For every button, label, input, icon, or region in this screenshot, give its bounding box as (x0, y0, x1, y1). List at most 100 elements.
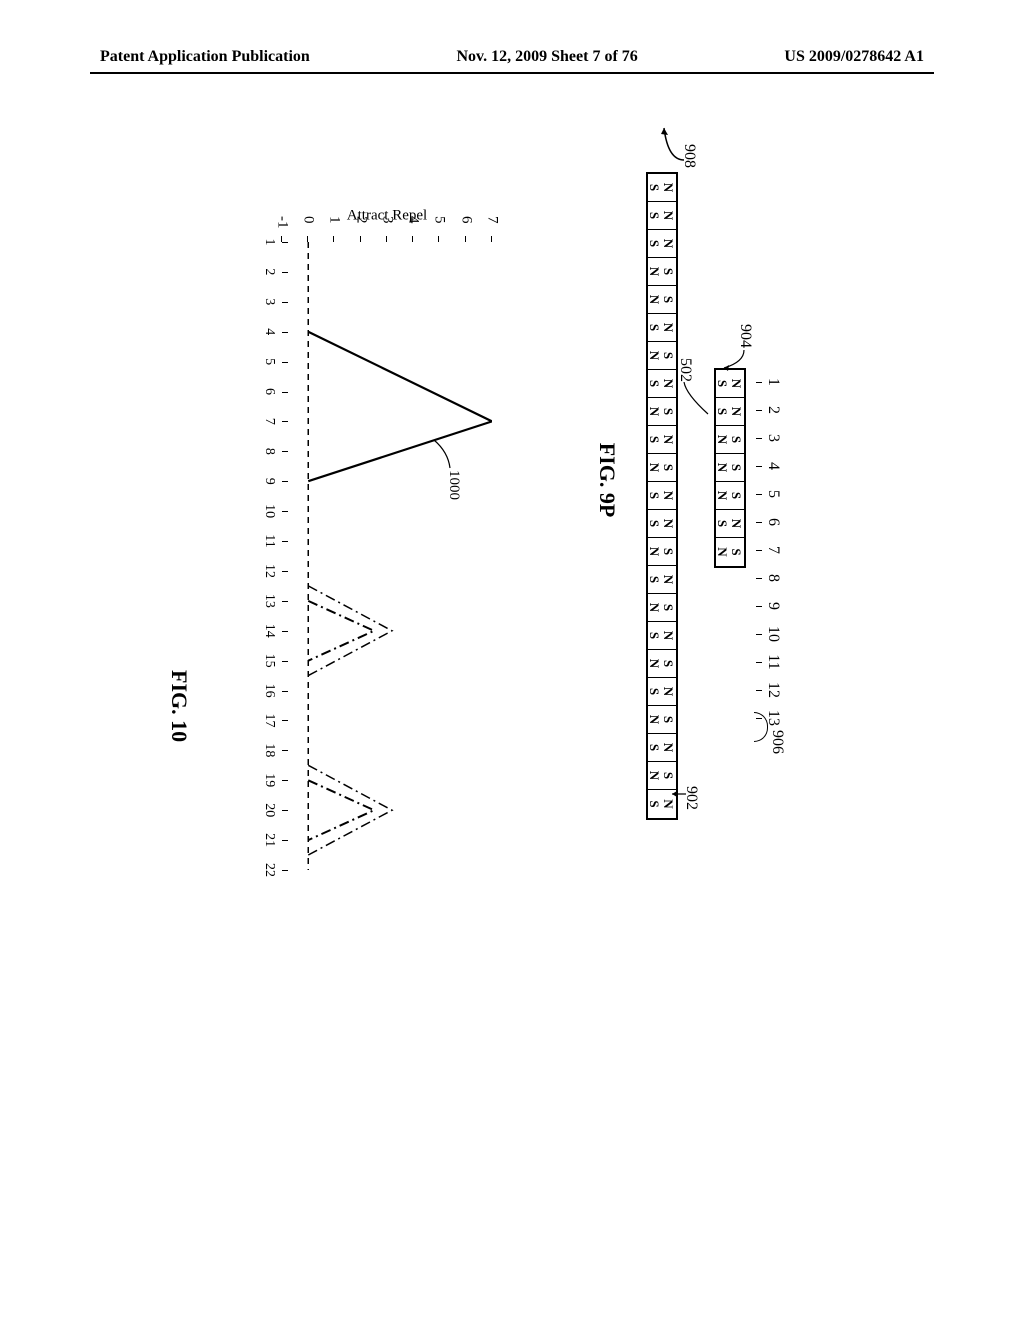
chart-area: Attract Repel 1000 -1012345 (282, 190, 492, 870)
magnet-row-top: NSNSSNSNSNNSSN (714, 368, 746, 568)
x-tick-label: 9 (261, 478, 277, 485)
magnet-cell: NS (716, 398, 744, 426)
x-tick-label: 4 (261, 328, 277, 335)
fig-9p-caption: FIG. 9P (594, 110, 620, 850)
x-tick-mark (282, 272, 288, 273)
header-left: Patent Application Publication (100, 48, 310, 66)
y-tick-label: 4 (405, 216, 422, 224)
y-tick-mark (465, 236, 466, 242)
ref-502-label: 502 (676, 358, 694, 382)
magnet-cell: NS (648, 426, 676, 454)
magnet-cell: NS (648, 202, 676, 230)
x-tick-mark (282, 421, 288, 422)
x-tick-mark (282, 750, 288, 751)
magnet-row-bottom: NSNSNSSNSNNSSNNSSNNSSNNSNSSNNSSNNSSNNSSN… (646, 172, 678, 820)
magnet-cell: NS (648, 314, 676, 342)
magnet-cell: SN (648, 650, 676, 678)
y-tick-label: 5 (431, 216, 448, 224)
x-tick-mark (282, 810, 288, 811)
magnet-cell: NS (648, 230, 676, 258)
fig-9p: 906 12345678910111213 904 NSNSSNSNSNNSSN… (594, 110, 782, 850)
x-tick-label: 7 (261, 418, 277, 425)
y-tick-label: 2 (352, 216, 369, 224)
ref-904-arrow (718, 350, 746, 374)
x-tick-mark (282, 601, 288, 602)
x-tick-mark (282, 511, 288, 512)
rotated-content: 906 12345678910111213 904 NSNSSNSNSNNSSN… (212, 70, 812, 890)
x-tick-mark (282, 541, 288, 542)
x-tick-label: 2 (261, 268, 277, 275)
magnet-cell: SN (648, 538, 676, 566)
x-tick-label: 20 (261, 803, 277, 817)
x-tick-mark (282, 840, 288, 841)
x-tick-mark (282, 362, 288, 363)
scale-tick: 3 (764, 424, 782, 452)
scale-tick: 12 (764, 676, 782, 704)
y-tick-mark (307, 236, 308, 242)
x-tick-label: 15 (261, 654, 277, 668)
x-tick-label: 16 (261, 684, 277, 698)
x-tick-mark (282, 720, 288, 721)
magnet-cell: SN (648, 594, 676, 622)
x-tick-mark (282, 661, 288, 662)
x-tick-label: 13 (261, 594, 277, 608)
magnet-cell: SN (648, 342, 676, 370)
magnet-cell: SN (648, 286, 676, 314)
fig-10: Attract Repel 1000 -1012345 (282, 130, 492, 850)
scale-tick: 4 (764, 452, 782, 480)
x-tick-mark (282, 451, 288, 452)
scale-tick: 5 (764, 480, 782, 508)
y-tick-mark (439, 236, 440, 242)
scale-tick: 7 (764, 536, 782, 564)
y-tick-mark (334, 236, 335, 242)
x-tick-label: 1 (261, 239, 277, 246)
x-tick-mark (282, 631, 288, 632)
ref-904-label: 904 (736, 324, 754, 348)
x-tick-label: 17 (261, 713, 277, 727)
x-tick-mark (282, 392, 288, 393)
x-tick-label: 18 (261, 743, 277, 757)
scale-tick: 1 (764, 368, 782, 396)
x-tick-label: 3 (261, 298, 277, 305)
y-tick-label: 3 (379, 216, 396, 224)
y-tick-label: 7 (484, 216, 501, 224)
x-tick-label: 14 (261, 624, 277, 638)
x-tick-label: 21 (261, 833, 277, 847)
y-tick-label: -1 (274, 216, 291, 229)
x-tick-label: 10 (261, 504, 277, 518)
y-tick-mark (412, 236, 413, 242)
x-tick-label: 5 (261, 358, 277, 365)
x-tick-label: 19 (261, 773, 277, 787)
scale-row: 12345678910111213 (752, 368, 782, 850)
ref-908-arrow (660, 120, 686, 180)
header-center: Nov. 12, 2009 Sheet 7 of 76 (456, 48, 637, 66)
magnet-cell: NS (716, 510, 744, 538)
fig-10-caption: FIG. 10 (166, 670, 192, 742)
page-header: Patent Application Publication Nov. 12, … (0, 48, 1024, 66)
x-tick-label: 6 (261, 388, 277, 395)
y-tick-mark (360, 236, 361, 242)
magnet-cell: SN (648, 258, 676, 286)
scale-tick: 2 (764, 396, 782, 424)
scale-tick: 6 (764, 508, 782, 536)
magnet-cell: NS (716, 370, 744, 398)
y-tick-label: 1 (326, 216, 343, 224)
magnet-cell: SN (648, 454, 676, 482)
x-tick-mark (282, 302, 288, 303)
y-tick-mark (386, 236, 387, 242)
x-tick-mark (282, 332, 288, 333)
x-tick-mark (282, 571, 288, 572)
magnet-cell: SN (648, 706, 676, 734)
ref-502-arrow (672, 382, 712, 422)
magnet-cell: NS (648, 622, 676, 650)
x-tick-label: 22 (261, 863, 277, 877)
scale-tick: 13 (764, 704, 782, 732)
magnet-cell: SN (716, 482, 744, 510)
magnet-cell: NS (648, 510, 676, 538)
header-right: US 2009/0278642 A1 (784, 48, 924, 66)
x-tick-label: 11 (261, 534, 277, 547)
scale-tick: 9 (764, 592, 782, 620)
magnet-cell: SN (716, 426, 744, 454)
x-tick-mark (282, 691, 288, 692)
magnet-cell: NS (648, 566, 676, 594)
